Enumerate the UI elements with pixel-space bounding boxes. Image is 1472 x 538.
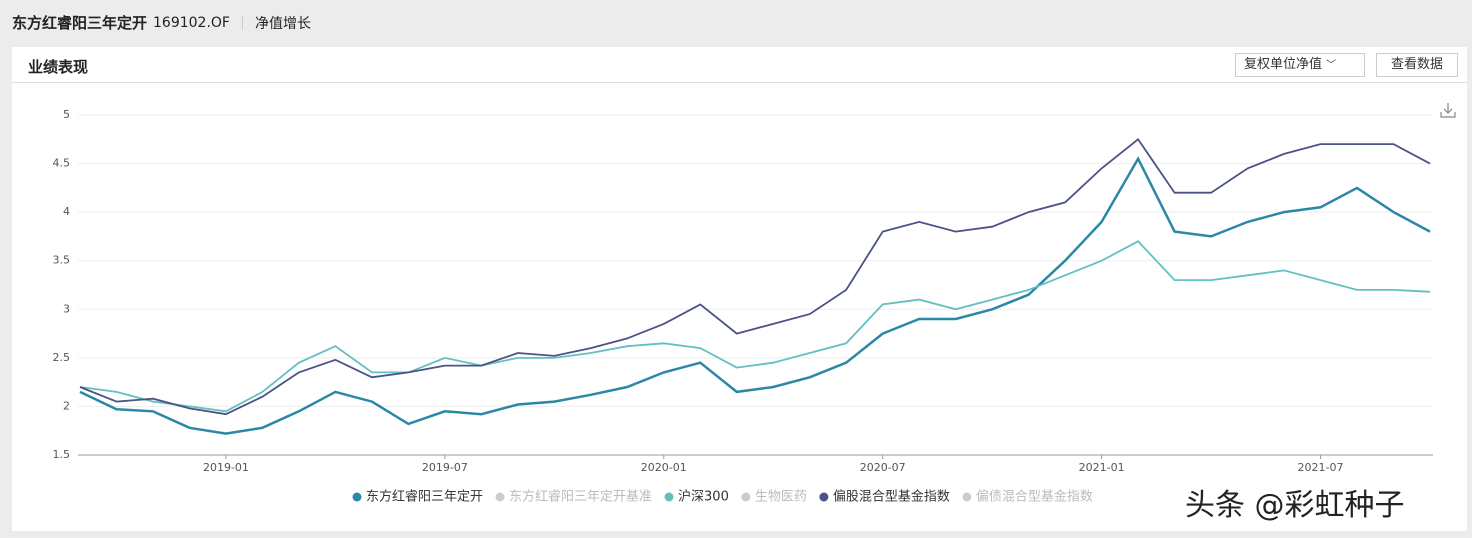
fund-code: 169102.OF [153,14,230,31]
legend-marker [819,492,829,502]
x-tick-label: 2020-07 [860,461,906,474]
y-tick-label: 4 [63,205,70,218]
y-tick-label: 3 [63,302,70,315]
legend-marker [495,492,505,502]
view-data-button[interactable]: 查看数据 [1376,53,1458,77]
y-tick-label: 3.5 [53,254,71,267]
dropdown[interactable]: 复权单位净值 ﹀ [1235,53,1365,77]
x-tick-label: 2021-01 [1079,461,1125,474]
divider [12,82,1467,83]
download-icon[interactable] [1440,103,1456,118]
tab[interactable]: 净值增长 [254,15,311,32]
series-line [79,137,1431,416]
legend-marker [962,492,972,502]
y-tick-label: 1.5 [53,448,71,461]
separator [241,15,243,30]
dropdown-label: 复权单位净值 [1244,57,1323,72]
watermark: 头条 @彩虹种子 [1185,488,1405,523]
x-tick-label: 2019-01 [203,461,249,474]
y-tick-label: 2 [63,399,70,412]
x-tick-label: 2021-07 [1298,461,1344,474]
legend-marker [741,492,751,502]
series-line [79,240,1431,413]
y-tick-label: 5 [63,108,70,121]
legend-label[interactable]: 偏债混合型基金指数 [976,489,1093,505]
legend-label[interactable]: 东方红睿阳三年定开基准 [509,489,652,505]
card: 业绩表现 复权单位净值 ﹀ 查看数据 [12,47,1467,531]
legend-label[interactable]: 沪深300 [678,489,729,505]
legend-label[interactable]: 偏股混合型基金指数 [833,489,950,505]
legend-label[interactable]: 生物医药 [755,490,807,505]
y-tick-label: 2.5 [53,351,71,364]
x-tick-label: 2019-07 [422,461,468,474]
legend-label[interactable]: 东方红睿阳三年定开 [366,489,483,505]
fund-name: 东方红睿阳三年定开 [12,14,148,32]
x-tick-label: 2020-01 [641,461,687,474]
legend-marker [352,492,362,502]
y-tick-label: 4.5 [53,157,71,170]
series-line [79,156,1431,435]
header: 东方红睿阳三年定开 169102.OF 净值增长 [12,12,311,33]
card-title: 业绩表现 [28,58,89,76]
legend-marker [664,492,674,502]
chevron: ﹀ [1326,60,1337,71]
